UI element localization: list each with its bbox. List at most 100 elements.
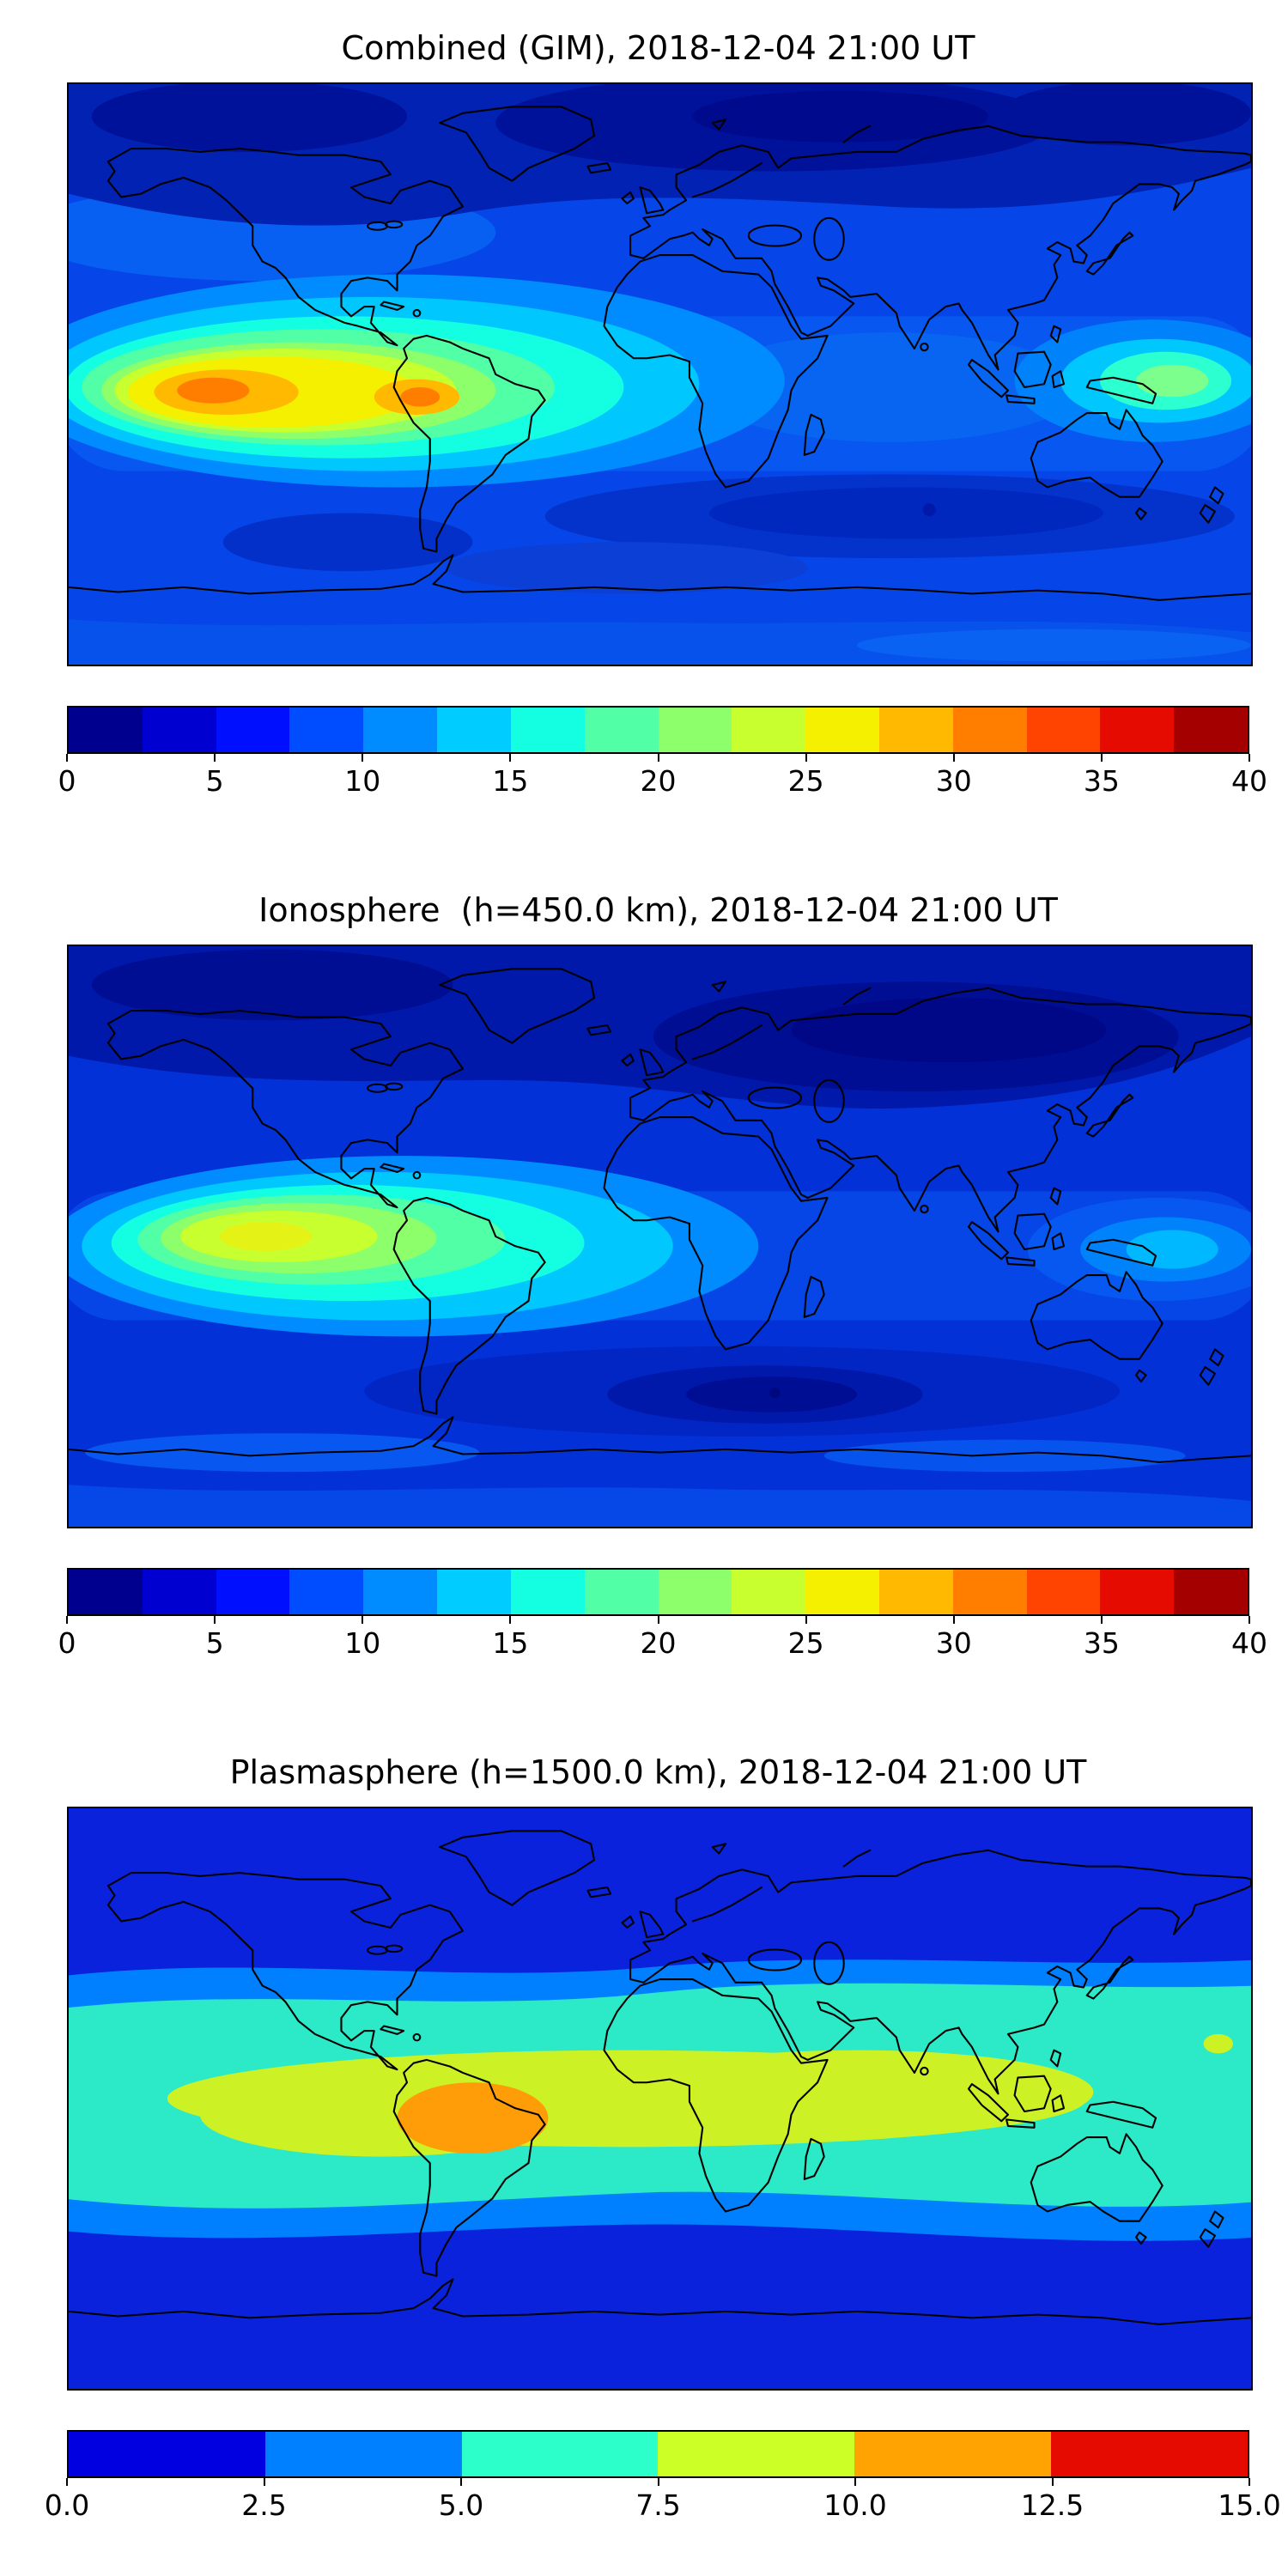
coastline-path (385, 1082, 404, 1091)
coastline-path (412, 1170, 422, 1180)
colorbar-tick (805, 1616, 807, 1624)
colorbar-strip (67, 706, 1249, 754)
colorbar-segment (510, 1570, 585, 1614)
coastline-path (106, 1010, 465, 1209)
coastline-path (1085, 1955, 1134, 2000)
colorbar-segment (1026, 708, 1101, 752)
map-canvas-plasmasphere (69, 1808, 1251, 2389)
coastline-path (1049, 2049, 1062, 2068)
coastline-path (69, 1416, 1251, 1463)
colorbar-tick (657, 1616, 659, 1624)
colorbar-tick-label: 35 (1083, 764, 1120, 798)
colorbar-segment (658, 2432, 855, 2476)
colorbar-tick-label: 25 (787, 764, 824, 798)
coastline-path (747, 224, 803, 247)
coastline-path (920, 342, 929, 352)
coastline-path (586, 1024, 612, 1036)
coastline-path (747, 1948, 803, 1971)
colorbar-tick (66, 754, 68, 762)
map-canvas-combined (69, 84, 1251, 665)
map-canvas-ionosphere (69, 946, 1251, 1527)
colorbar-tick (952, 754, 955, 762)
colorbar-tick-label: 20 (640, 764, 677, 798)
coastline-path (603, 254, 829, 489)
coastline-path (439, 106, 596, 182)
colorbar-ticks (66, 1616, 1250, 1624)
coastline-path (106, 148, 465, 347)
map-combined (67, 82, 1253, 666)
contour-fill-layer (69, 84, 1251, 665)
colorbar-tick-label: 15.0 (1218, 2488, 1281, 2522)
colorbar-tick-label: 0 (58, 764, 76, 798)
coastline-path (1085, 376, 1157, 404)
colorbar-segment (1174, 708, 1248, 752)
colorbar-segment (952, 1570, 1027, 1614)
colorbar-tick (214, 1616, 216, 1624)
coastline-path (1030, 1271, 1163, 1360)
colorbar-segment (142, 1570, 216, 1614)
coastline-path (813, 216, 845, 261)
colorbar-tick-label: 35 (1083, 1626, 1120, 1660)
colorbar-labels: 0 5 10 15 20 25 30 35 40 (58, 764, 1268, 802)
colorbar-tick-label: 10 (344, 764, 381, 798)
colorbar-tick-label: 10.0 (823, 2488, 887, 2522)
coastline-path (380, 301, 405, 311)
colorbar-tick (952, 1616, 955, 1624)
coastline-path (1005, 394, 1036, 404)
colorbar-tick-label: 40 (1231, 1626, 1267, 1660)
colorbar-tick-label: 2.5 (241, 2488, 287, 2522)
coastline-path (629, 1849, 1251, 2095)
colorbar-tick-label: 30 (935, 764, 972, 798)
coastline-path (1051, 2094, 1066, 2113)
coastline-path (629, 987, 1251, 1233)
coastline-path (1135, 507, 1147, 521)
colorbar-tick-label: 0 (58, 1626, 76, 1660)
colorbar-tick-label: 15 (492, 1626, 529, 1660)
coastline-layer (69, 968, 1251, 1463)
coastline-path (691, 161, 763, 198)
coastline-path (842, 1849, 872, 1868)
coastline-path (1085, 1093, 1134, 1138)
coastline-path (967, 2083, 1010, 2123)
coastline-path (385, 220, 404, 229)
colorbar-ticks (66, 2478, 1250, 2486)
coastline-path (69, 554, 1251, 601)
map-ionosphere (67, 945, 1253, 1528)
coastline-path (1135, 2231, 1147, 2245)
colorbar-tick-label: 15 (492, 764, 529, 798)
coastline-path (1013, 350, 1052, 389)
colorbar-segment (584, 708, 659, 752)
coastline-path (106, 1872, 465, 2071)
colorbar-segment (1026, 1570, 1101, 1614)
colorbar-tick-label: 5 (205, 764, 224, 798)
coastline-path (747, 1086, 803, 1109)
panel-title-combined: Combined (GIM), 2018-12-04 21:00 UT (341, 29, 975, 67)
coastline-path (711, 1843, 727, 1855)
coastline-path (1049, 1187, 1062, 1206)
coastline-path (1005, 1256, 1036, 1267)
coastline-path (1030, 409, 1163, 498)
coastline-path (586, 161, 612, 174)
coastline-path (1013, 1212, 1052, 1251)
coastline-path (439, 968, 596, 1044)
coastline-path (1005, 2118, 1036, 2129)
colorbar-tick (460, 2478, 462, 2486)
colorbar-segment (854, 2432, 1052, 2476)
coastline-path (621, 1053, 635, 1066)
colorbar-segment (878, 1570, 953, 1614)
panel-plasmasphere: Plasmasphere (h=1500.0 km), 2018-12-04 2… (0, 1753, 1288, 2526)
colorbar-segment (363, 1570, 438, 1614)
coastline-path (639, 1048, 665, 1077)
colorbar-tick (361, 1616, 364, 1624)
coastline-path (621, 191, 635, 204)
coastline-path (1199, 2228, 1216, 2248)
coastline-path (392, 334, 546, 553)
coastline-path (920, 2066, 929, 2076)
coastline-path (69, 2278, 1251, 2325)
coastline-path (385, 1944, 404, 1953)
colorbar-segment (216, 708, 290, 752)
coastline-path (380, 2025, 405, 2035)
colorbar-tick (657, 2478, 659, 2486)
colorbar-tick (1100, 1616, 1103, 1624)
colorbar-combined: 0 5 10 15 20 25 30 35 40 (58, 706, 1268, 802)
